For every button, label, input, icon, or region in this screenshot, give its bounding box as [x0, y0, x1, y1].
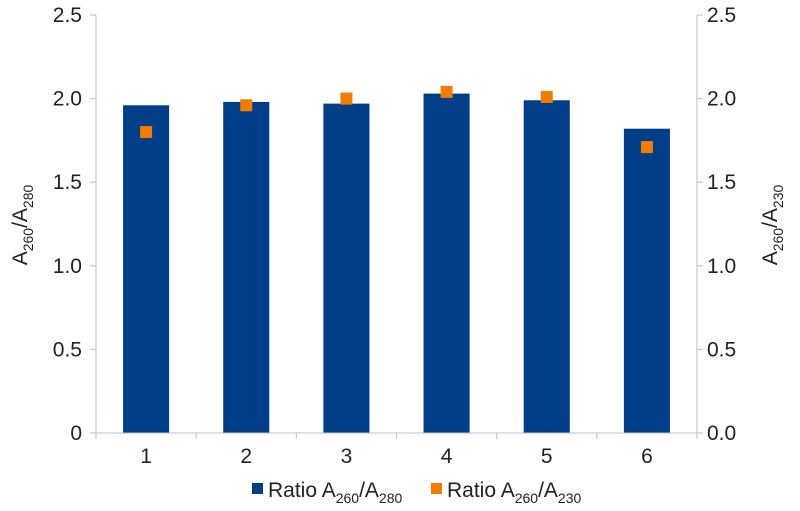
legend: Ratio A260/A280 Ratio A260/A230: [252, 479, 581, 506]
left-tick-label: 2.0: [53, 88, 82, 111]
plot-area: [123, 85, 670, 434]
marker-point: [640, 141, 653, 154]
bar: [123, 105, 170, 434]
marker-point: [440, 85, 453, 98]
left-y-axis: 0 0.5 1.0 1.5 2.0 2.5: [53, 4, 97, 445]
right-tick-label: 2.0: [707, 88, 736, 111]
right-tick-label: 0.5: [707, 338, 736, 361]
bar: [423, 93, 470, 434]
bar: [623, 128, 670, 434]
bar: [223, 101, 270, 433]
marker-point: [240, 99, 253, 112]
x-tick-label: 6: [641, 445, 653, 468]
right-tick-label: 1.5: [707, 171, 736, 194]
right-tick-label: 0.0: [707, 422, 736, 445]
x-axis: 1 2 3 4 5 6: [95, 432, 698, 468]
right-y-axis: 0.0 0.5 1.0 1.5 2.0 2.5: [696, 4, 736, 445]
right-tick-label: 1.0: [707, 255, 736, 278]
legend-bar-label: Ratio A260/A280: [268, 479, 402, 506]
left-y-axis-title: A260/A280: [9, 184, 36, 265]
marker-point: [540, 90, 553, 103]
left-tick-label: 0.5: [53, 338, 82, 361]
legend-marker-swatch: [431, 483, 442, 494]
marker-point: [140, 126, 153, 139]
x-tick-label: 3: [341, 445, 353, 468]
bar: [523, 100, 570, 433]
x-tick-label: 4: [441, 445, 453, 468]
x-tick-label: 1: [140, 445, 152, 468]
right-tick-label: 2.5: [707, 4, 736, 27]
legend-marker-label: Ratio A260/A230: [447, 479, 581, 506]
left-tick-label: 2.5: [53, 4, 82, 27]
x-tick-label: 2: [240, 445, 252, 468]
left-tick-label: 1.0: [53, 255, 82, 278]
x-tick-label: 5: [541, 445, 553, 468]
left-tick-label: 1.5: [53, 171, 82, 194]
legend-bar-swatch: [252, 483, 263, 494]
bar: [323, 103, 370, 433]
marker-point: [340, 92, 353, 105]
left-tick-label: 0: [70, 422, 82, 445]
right-y-axis-title: A260/A230: [759, 184, 786, 265]
